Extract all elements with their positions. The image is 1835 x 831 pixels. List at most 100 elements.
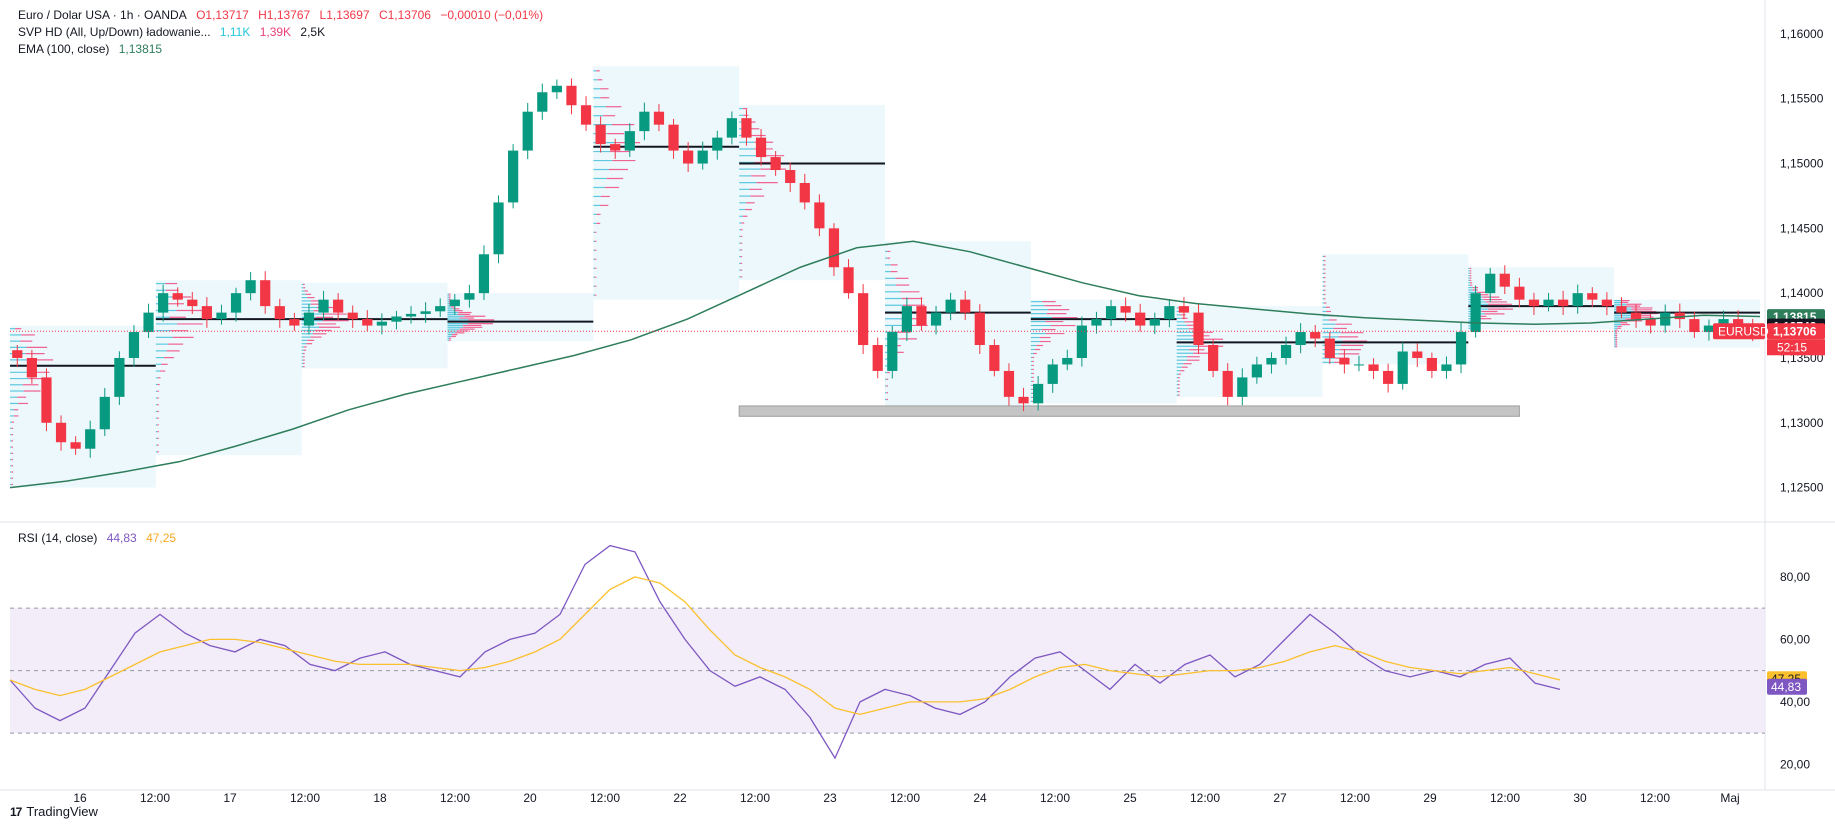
countdown-tag: 52:15	[1777, 340, 1807, 354]
candle-body	[1324, 338, 1335, 358]
candle-body	[1062, 357, 1073, 365]
ema-name: EMA (100, close)	[18, 42, 110, 56]
candle-body	[99, 396, 110, 430]
tradingview-brand: TradingView	[26, 804, 98, 819]
time-tick-label: 23	[823, 791, 837, 805]
rsi-tick-label: 40,00	[1780, 695, 1810, 709]
candle-body	[478, 254, 490, 294]
rsi-value-tag: 44,83	[1771, 680, 1801, 694]
candle-body	[1310, 332, 1321, 339]
candle-body	[1412, 351, 1423, 358]
volume-profile-box	[739, 105, 885, 281]
candle-body	[187, 299, 198, 307]
candle-body	[493, 202, 504, 255]
candle-body	[668, 124, 679, 151]
ema-line	[9, 240, 1761, 489]
volume-profile-box	[1030, 299, 1177, 404]
candle-body	[1499, 273, 1510, 287]
candle-body	[1018, 396, 1029, 404]
symbol-tag: EURUSD	[1718, 324, 1769, 338]
candle-body	[1587, 293, 1598, 300]
candle-body	[114, 357, 125, 397]
tradingview-footer[interactable]: 17 TradingView	[10, 804, 98, 819]
candle-body	[1003, 370, 1015, 397]
ohlc-open: O1,13717	[196, 8, 249, 22]
time-tick-label: 29	[1423, 791, 1437, 805]
rsi-legend[interactable]: RSI (14, close) 44,83 47,25	[18, 531, 182, 546]
time-tick-label: 12:00	[1340, 791, 1370, 805]
time-tick-label: 12:00	[1490, 791, 1520, 805]
candle-body	[1266, 357, 1277, 365]
time-tick-label: 12:00	[140, 791, 170, 805]
candle-body	[930, 312, 942, 326]
symbol-title[interactable]: Euro / Dolar USA · 1h · OANDA	[18, 8, 187, 22]
candle-body	[595, 124, 606, 145]
candle-body	[1426, 357, 1437, 371]
candle-body	[755, 137, 767, 158]
candle-body	[1397, 351, 1408, 384]
price-tick-label: 1,14000	[1780, 286, 1824, 300]
candle-body	[872, 345, 883, 371]
candle-body	[12, 350, 23, 358]
candle-body	[85, 429, 96, 449]
candle-body	[201, 306, 212, 320]
time-tick-label: 27	[1273, 791, 1287, 805]
candle-body	[566, 85, 577, 106]
rsi-tick-label: 60,00	[1780, 632, 1810, 646]
candle-body	[624, 131, 635, 151]
volume-profile-box	[593, 66, 740, 300]
candle-body	[945, 299, 956, 313]
candle-body	[1485, 273, 1496, 294]
time-tick-label: 12:00	[1190, 791, 1220, 805]
candle-body	[1645, 319, 1656, 326]
candle-body	[260, 280, 271, 307]
candle-body	[1208, 345, 1219, 371]
candle-body	[1470, 293, 1481, 333]
candle-body	[799, 182, 810, 203]
candle-body	[653, 111, 665, 125]
candle-body	[245, 280, 256, 294]
symbol-legend: Euro / Dolar USA · 1h · OANDA O1,13717 H…	[18, 8, 549, 23]
volume-profile-box	[447, 293, 594, 342]
rsi-ma-value: 47,25	[146, 531, 177, 545]
time-tick-label: 16	[73, 791, 87, 805]
candle-body	[828, 228, 840, 268]
candle-body	[289, 319, 300, 326]
candle-body	[916, 306, 927, 326]
candle-body	[858, 293, 869, 346]
candle-body	[814, 202, 825, 229]
ema-legend[interactable]: EMA (100, close) 1,13815	[18, 42, 168, 57]
price-tick-label: 1,14500	[1780, 221, 1824, 235]
candle-body	[1135, 312, 1146, 326]
candle-body	[726, 118, 737, 138]
time-tick-label: 12:00	[590, 791, 620, 805]
candle-body	[1033, 383, 1044, 404]
candle-body	[405, 313, 417, 317]
candle-body	[464, 293, 475, 300]
candle-body	[537, 92, 548, 112]
volume-profile-box	[1322, 254, 1469, 365]
svp-total-volume: 2,5K	[300, 25, 326, 39]
candle-body	[683, 150, 694, 164]
candle-body	[887, 332, 898, 371]
rsi-value: 44,83	[106, 531, 137, 545]
last-price-tag: 1,13706	[1773, 324, 1817, 338]
candle-body	[1616, 306, 1627, 313]
price-tick-label: 1,16000	[1780, 27, 1824, 41]
candle-body	[974, 312, 985, 346]
candle-body	[41, 377, 52, 423]
candle-body	[347, 312, 358, 320]
candle-body	[697, 150, 708, 164]
candle-body	[1368, 364, 1379, 371]
candle-body	[551, 85, 562, 93]
svp-legend[interactable]: SVP HD (All, Up/Down) ładowanie... 1,11K…	[18, 25, 331, 40]
time-tick-label: 20	[523, 791, 537, 805]
candle-body	[172, 293, 183, 300]
ema-value: 1,13815	[118, 42, 163, 56]
rsi-tick-label: 80,00	[1780, 570, 1810, 584]
candle-body	[1178, 306, 1190, 313]
time-tick-label: 12:00	[740, 791, 770, 805]
candle-body	[1251, 364, 1262, 378]
candle-body	[1091, 319, 1102, 326]
